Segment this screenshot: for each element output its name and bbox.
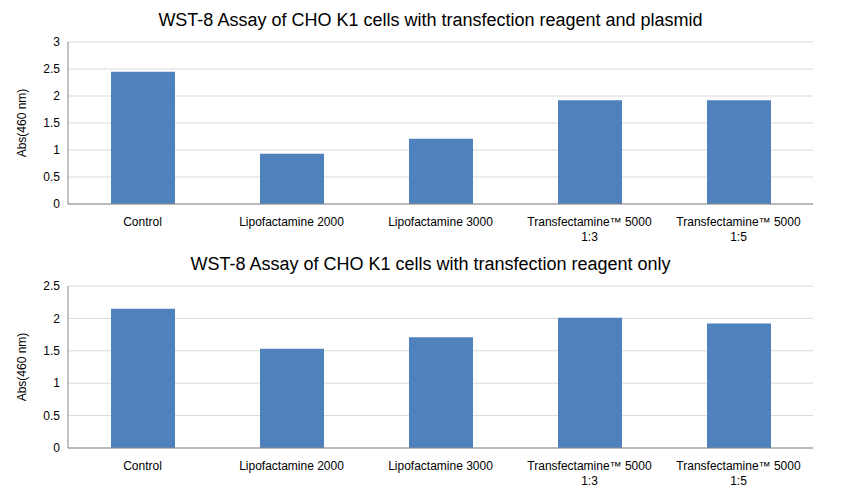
svg-text:Abs(460 nm): Abs(460 nm) xyxy=(15,89,29,158)
svg-text:3: 3 xyxy=(53,35,60,49)
svg-text:Lipofactamine 2000: Lipofactamine 2000 xyxy=(239,459,344,473)
svg-text:1: 1 xyxy=(53,143,60,157)
svg-text:1: 1 xyxy=(53,376,60,390)
svg-text:Transfectamine™ 50001:5: Transfectamine™ 50001:5 xyxy=(676,459,801,488)
svg-text:0.5: 0.5 xyxy=(43,170,60,184)
html-text:WST-8 Assay of CHO K1 cells wi: WST-8 Assay of CHO K1 cells with transfe… xyxy=(190,254,671,274)
svg-text:Lipofactamine 3000: Lipofactamine 3000 xyxy=(388,459,493,473)
svg-text:2.5: 2.5 xyxy=(43,279,60,293)
svg-text:2.5: 2.5 xyxy=(43,62,60,76)
svg-text:1.5: 1.5 xyxy=(43,116,60,130)
svg-text:Transfectamine™ 50001:3: Transfectamine™ 50001:3 xyxy=(527,459,652,488)
svg-text:0: 0 xyxy=(53,441,60,455)
svg-text:0.5: 0.5 xyxy=(43,409,60,423)
svg-text:2: 2 xyxy=(53,312,60,326)
html-text:WST-8 Assay of CHO K1 cells wi: WST-8 Assay of CHO K1 cells with transfe… xyxy=(158,10,703,30)
svg-text:Control: Control xyxy=(123,215,162,229)
svg-text:Lipofactamine 3000: Lipofactamine 3000 xyxy=(388,215,493,229)
svg-text:Transfectamine™ 50001:5: Transfectamine™ 50001:5 xyxy=(676,215,801,244)
svg-text:Transfectamine™ 50001:3: Transfectamine™ 50001:3 xyxy=(527,215,652,244)
svg-text:Abs(460 nm): Abs(460 nm) xyxy=(15,333,29,402)
svg-text:2: 2 xyxy=(53,89,60,103)
svg-text:0: 0 xyxy=(53,197,60,211)
svg-text:Control: Control xyxy=(123,459,162,473)
svg-text:1.5: 1.5 xyxy=(43,344,60,358)
svg-text:Lipofactamine 2000: Lipofactamine 2000 xyxy=(239,215,344,229)
